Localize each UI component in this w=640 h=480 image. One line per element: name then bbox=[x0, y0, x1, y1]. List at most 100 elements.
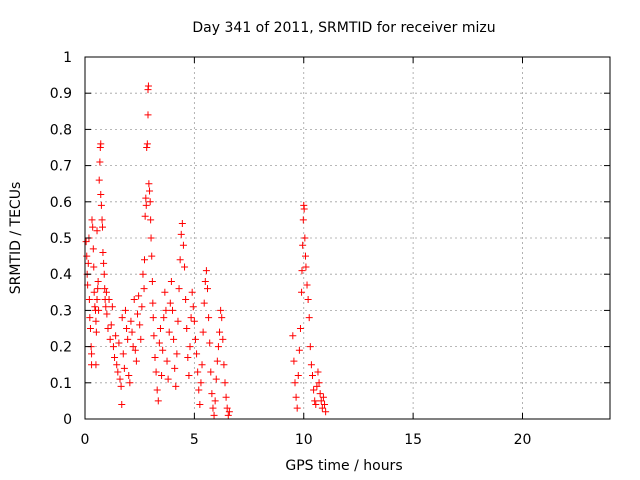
data-point bbox=[298, 267, 306, 275]
data-point bbox=[148, 252, 156, 260]
data-point bbox=[289, 332, 297, 340]
data-point bbox=[89, 223, 97, 231]
data-point bbox=[311, 397, 319, 405]
data-point bbox=[304, 296, 312, 304]
data-point bbox=[116, 375, 124, 383]
data-point bbox=[223, 404, 231, 412]
data-point bbox=[137, 335, 145, 343]
data-point bbox=[319, 393, 327, 401]
data-point bbox=[317, 397, 325, 405]
data-point bbox=[91, 303, 99, 311]
data-point bbox=[140, 285, 148, 293]
x-tick-label: 15 bbox=[404, 432, 422, 448]
data-point bbox=[149, 299, 157, 307]
x-tick-labels: 0 5 10 15 20 bbox=[81, 432, 532, 448]
data-point bbox=[134, 310, 141, 318]
data-point bbox=[214, 343, 222, 351]
data-point bbox=[299, 241, 307, 249]
data-point bbox=[147, 216, 155, 224]
data-point bbox=[321, 401, 329, 409]
data-point bbox=[189, 303, 197, 311]
data-point bbox=[196, 401, 204, 409]
data-point bbox=[205, 314, 213, 322]
data-point bbox=[109, 343, 117, 351]
data-point bbox=[100, 259, 108, 267]
data-point bbox=[305, 314, 313, 322]
data-point bbox=[217, 306, 225, 314]
data-point bbox=[95, 176, 103, 184]
data-point bbox=[144, 111, 152, 119]
data-point bbox=[199, 328, 207, 336]
data-point bbox=[145, 180, 153, 188]
data-point bbox=[213, 357, 221, 365]
data-point bbox=[129, 343, 137, 351]
data-point bbox=[169, 306, 176, 314]
data-point bbox=[302, 252, 309, 260]
data-point bbox=[96, 158, 104, 166]
x-tick-label: 10 bbox=[295, 432, 313, 448]
data-point bbox=[158, 372, 166, 380]
data-point bbox=[152, 368, 160, 376]
data-point bbox=[86, 325, 94, 332]
data-point bbox=[151, 353, 159, 361]
data-point bbox=[138, 303, 146, 311]
data-point bbox=[163, 357, 171, 365]
data-point bbox=[185, 372, 193, 380]
data-point bbox=[105, 296, 113, 304]
data-point bbox=[299, 216, 307, 224]
data-point bbox=[99, 223, 106, 231]
data-point bbox=[218, 314, 226, 322]
data-point bbox=[141, 256, 148, 264]
data-point bbox=[171, 364, 179, 372]
data-point bbox=[93, 296, 101, 304]
data-point bbox=[314, 368, 322, 376]
y-tick-label: 0.4 bbox=[50, 267, 72, 283]
data-point bbox=[161, 288, 169, 296]
data-point bbox=[208, 390, 216, 398]
data-point bbox=[309, 372, 316, 380]
data-point bbox=[121, 306, 129, 314]
x-tick-label: 0 bbox=[81, 432, 90, 448]
data-point bbox=[193, 350, 201, 358]
data-point bbox=[212, 375, 220, 383]
data-point bbox=[318, 404, 326, 412]
data-point bbox=[149, 314, 157, 322]
data-point bbox=[164, 375, 172, 383]
data-point bbox=[148, 277, 156, 285]
data-point bbox=[90, 263, 98, 271]
data-point bbox=[296, 325, 304, 332]
data-point bbox=[142, 194, 150, 202]
data-point bbox=[167, 277, 175, 285]
data-point bbox=[201, 277, 209, 285]
data-point bbox=[170, 335, 178, 343]
data-point bbox=[165, 328, 173, 336]
data-point bbox=[206, 339, 214, 347]
data-point bbox=[182, 296, 190, 304]
data-point bbox=[221, 379, 229, 387]
data-point bbox=[143, 144, 151, 151]
data-point bbox=[142, 201, 150, 209]
data-point bbox=[222, 393, 230, 401]
data-point bbox=[184, 353, 192, 361]
data-point bbox=[97, 140, 105, 148]
data-point bbox=[293, 404, 301, 412]
data-point bbox=[106, 335, 114, 343]
data-point bbox=[162, 306, 170, 314]
data-point bbox=[99, 248, 107, 256]
data-point bbox=[119, 350, 127, 358]
data-point bbox=[210, 411, 218, 419]
data-point bbox=[306, 343, 314, 351]
y-tick-label: 0.8 bbox=[50, 122, 72, 138]
data-point bbox=[97, 191, 105, 199]
data-point bbox=[216, 328, 224, 336]
data-point bbox=[135, 292, 143, 300]
data-point bbox=[139, 270, 147, 278]
data-point bbox=[153, 386, 161, 394]
data-point bbox=[186, 343, 194, 351]
data-point bbox=[131, 346, 139, 354]
data-point bbox=[92, 317, 100, 325]
data-point bbox=[115, 339, 123, 347]
data-point bbox=[93, 227, 101, 235]
